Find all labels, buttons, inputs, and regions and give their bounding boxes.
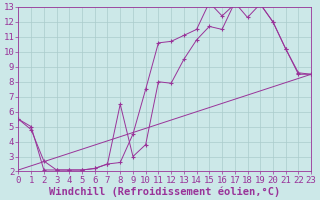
- X-axis label: Windchill (Refroidissement éolien,°C): Windchill (Refroidissement éolien,°C): [49, 186, 280, 197]
